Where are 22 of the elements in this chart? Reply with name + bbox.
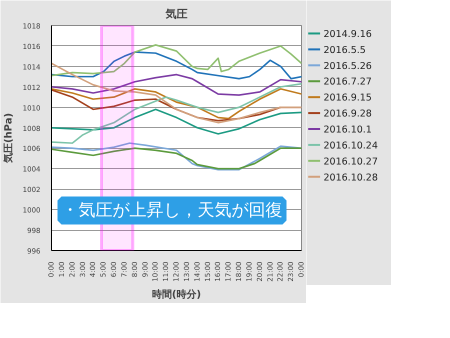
line-series	[52, 62, 302, 124]
legend-label: 2016.10.27	[324, 156, 378, 168]
legend-label: 2016.9.28	[324, 108, 372, 120]
legend-label: 2016.7.27	[324, 76, 372, 88]
x-axis-title: 時間(時分)	[152, 288, 202, 301]
y-axis-title: 気圧(hPa)	[2, 112, 15, 164]
legend-label: 2016.10.24	[324, 140, 378, 152]
line-series	[52, 82, 302, 144]
legend-label: 2014.9.16	[324, 28, 372, 40]
legend-label: 2016.5.26	[324, 60, 372, 72]
line-series	[52, 147, 302, 170]
line-series	[52, 44, 302, 76]
legend-label: 2016.5.5	[324, 44, 366, 56]
line-series	[52, 51, 302, 80]
chart-title: 気圧	[164, 8, 188, 20]
line-series	[52, 74, 302, 96]
legend-label: 2016.10.1	[324, 124, 372, 136]
line-series	[52, 108, 302, 135]
legend-label: 2016.10.28	[324, 172, 378, 184]
annotation: ・気圧が上昇し，天気が回復	[62, 200, 282, 220]
line-series	[52, 142, 302, 171]
legend-label: 2016.9.15	[324, 92, 372, 104]
